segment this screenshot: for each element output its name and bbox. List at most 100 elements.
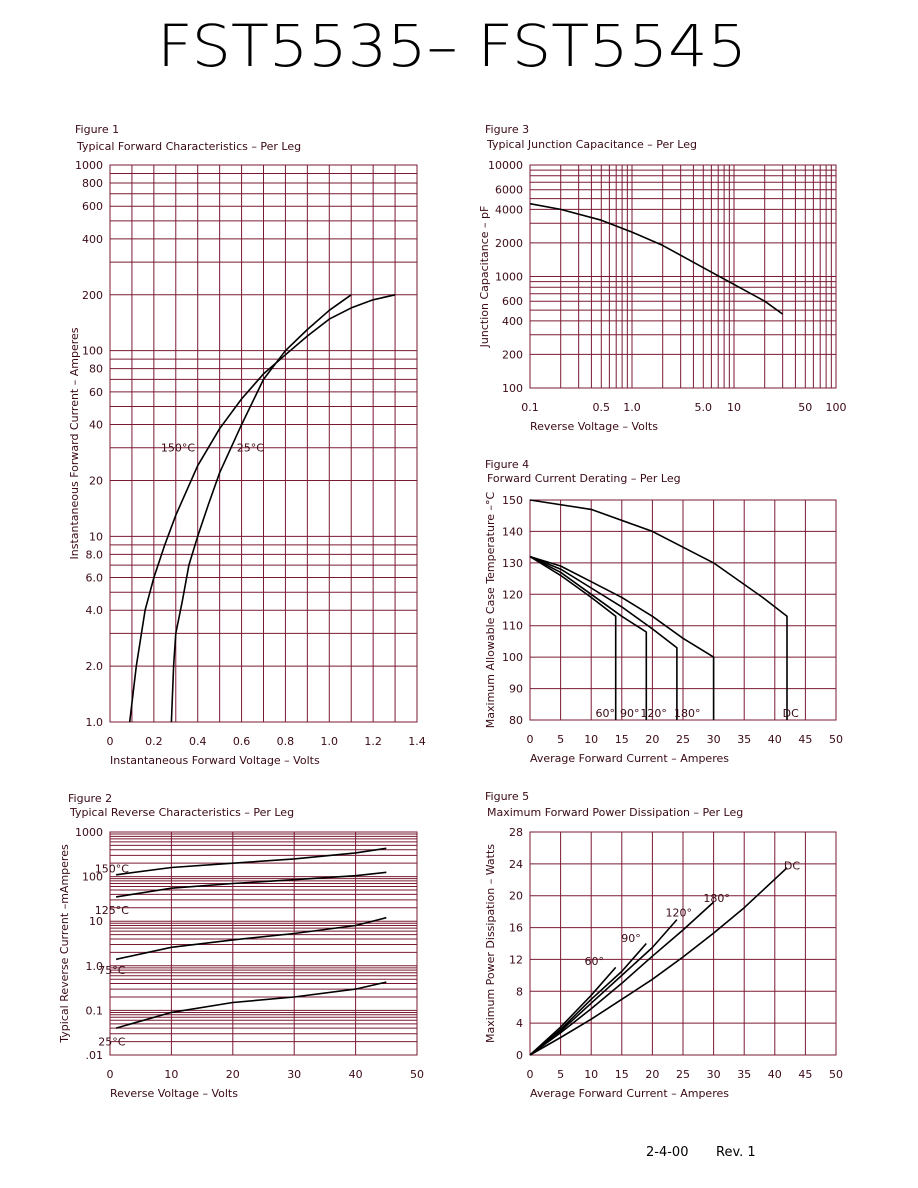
y-tick-label: 90 [509, 683, 523, 696]
x-tick-label: 1.4 [408, 735, 426, 748]
series-annotation: DC [784, 859, 800, 872]
y-tick-label: 10 [89, 530, 103, 543]
plot-frame [529, 499, 837, 721]
figure-5: Figure 5 Maximum Forward Power Dissipatio… [484, 790, 843, 1100]
plot-grid [529, 831, 837, 1056]
y-tick-label: 80 [509, 714, 523, 727]
x-tick-label: 20 [226, 1068, 240, 1081]
y-tick-label: 100 [502, 382, 523, 395]
series-line-25C [115, 981, 387, 1029]
y-tick-label: 800 [82, 177, 103, 190]
x-tick-label: 35 [737, 1068, 751, 1081]
y-tick-label: 100 [82, 345, 103, 358]
series-annotation: 150°C [161, 442, 195, 455]
x-tick-label: 0 [527, 1068, 534, 1081]
x-tick-label: 30 [707, 733, 721, 746]
y-tick-label: 10 [89, 915, 103, 928]
series-annotation: 90° [620, 707, 640, 720]
y-tick-label: 20 [89, 474, 103, 487]
x-tick-label: 30 [287, 1068, 301, 1081]
x-tick-label: 25 [676, 733, 690, 746]
series-line-150C [115, 847, 387, 876]
x-tick-label: 40 [768, 733, 782, 746]
chart-title: Typical Forward Characteristics – Per Le… [76, 140, 301, 153]
plot-frame [529, 164, 837, 389]
y-tick-label: 4.0 [86, 604, 104, 617]
x-tick-label: 5 [557, 1068, 564, 1081]
plot-grid [109, 164, 418, 723]
y-tick-label: 16 [509, 922, 523, 935]
x-tick-label: 5.0 [695, 401, 713, 414]
y-tick-label: 6.0 [86, 572, 104, 585]
y-tick-label: 20 [509, 890, 523, 903]
x-tick-label: 10 [164, 1068, 178, 1081]
series-line-DC [529, 499, 788, 720]
y-tick-label: 40 [89, 419, 103, 432]
x-axis-label: Average Forward Current – Amperes [530, 752, 729, 765]
x-tick-label: 40 [768, 1068, 782, 1081]
series-line-125C [115, 871, 387, 898]
series-line-90 [529, 555, 648, 720]
y-tick-label: 8.0 [86, 548, 104, 561]
figure-1: Figure 1 Typical Forward Characteristics … [68, 123, 426, 767]
x-tick-label: 10 [584, 733, 598, 746]
x-tick-label: 25 [676, 1068, 690, 1081]
y-tick-label: 4 [516, 1017, 523, 1030]
series-annotation: 120° [640, 707, 667, 720]
y-tick-label: 200 [502, 348, 523, 361]
x-tick-label: 50 [410, 1068, 424, 1081]
series-annotation: DC [783, 707, 799, 720]
y-tick-label: 400 [82, 233, 103, 246]
y-tick-label: 1.0 [86, 716, 104, 729]
figure-label: Figure 4 [485, 458, 529, 471]
x-tick-label: 1.0 [321, 735, 339, 748]
series-line-s0 [529, 202, 784, 315]
series-line-180 [529, 555, 715, 720]
y-tick-label: 400 [502, 315, 523, 328]
x-tick-label: 40 [349, 1068, 363, 1081]
series-line-DC [529, 867, 788, 1056]
y-axis-label: Junction Capacitance – pF [478, 206, 491, 349]
y-tick-label: 1000 [75, 826, 103, 839]
series-line-90 [529, 942, 647, 1056]
x-tick-label: 100 [826, 401, 847, 414]
series-annotation: 60° [596, 707, 616, 720]
y-tick-label: 200 [82, 289, 103, 302]
x-axis-label: Reverse Voltage – Volts [530, 420, 658, 433]
chart-title: Typical Reverse Characteristics – Per Le… [69, 806, 294, 819]
series-line-25C [170, 294, 352, 723]
plot-grid [109, 831, 418, 1056]
series-line-180 [529, 901, 715, 1056]
plot-frame [109, 164, 418, 723]
x-tick-label: 0 [527, 733, 534, 746]
y-tick-label: 120 [502, 588, 523, 601]
series-annotation: 125°C [95, 904, 129, 917]
series-annotation: 150°C [95, 863, 129, 876]
x-tick-label: 10 [727, 401, 741, 414]
plot-grid [529, 164, 837, 389]
series-line-120 [529, 919, 678, 1056]
x-tick-label: 1.0 [623, 401, 641, 414]
y-tick-label: 60 [89, 386, 103, 399]
x-tick-label: 50 [798, 401, 812, 414]
y-tick-label: 1.0 [86, 960, 104, 973]
chart-title: Forward Current Derating – Per Leg [487, 472, 681, 485]
series-annotation: 180° [674, 707, 701, 720]
plot-grid [529, 499, 837, 721]
series-line-150C [128, 294, 396, 723]
x-tick-label: 20 [645, 733, 659, 746]
y-axis-label: Instantaneous Forward Current – Amperes [68, 327, 81, 559]
y-tick-label: 12 [509, 953, 523, 966]
y-tick-label: 110 [502, 620, 523, 633]
series-line-60 [529, 966, 617, 1056]
y-tick-label: 600 [82, 200, 103, 213]
x-axis-label: Instantaneous Forward Voltage – Volts [110, 754, 320, 767]
y-tick-label: 8 [516, 985, 523, 998]
y-tick-label: 28 [509, 826, 523, 839]
footer-date: 2-4-00 [646, 1145, 688, 1160]
y-tick-label: 0.1 [86, 1004, 104, 1017]
x-tick-label: 0.2 [145, 735, 163, 748]
